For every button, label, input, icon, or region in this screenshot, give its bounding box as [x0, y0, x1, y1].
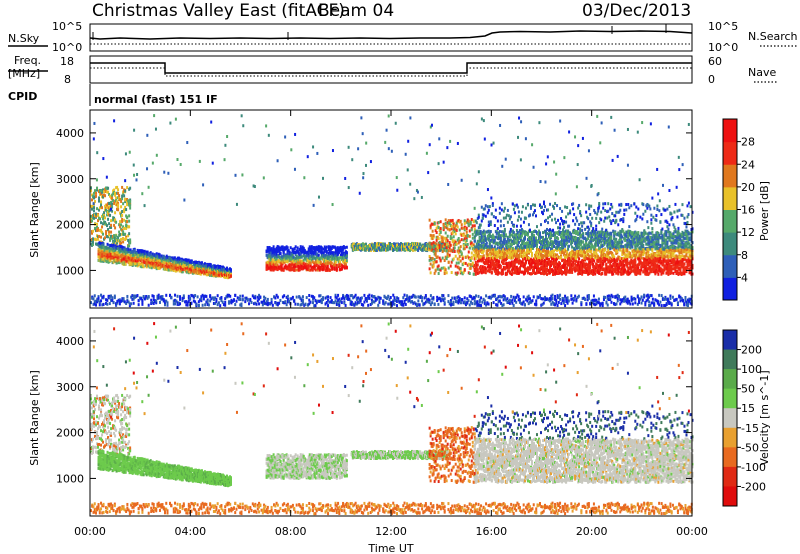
range-tick-label: 2000	[56, 219, 84, 232]
colorbar-tick-label: 8	[741, 249, 748, 262]
velocity-heatmap	[90, 322, 694, 516]
colorbar-tick-label: -200	[741, 480, 766, 493]
freq-panel	[89, 55, 693, 84]
range-tick-label: 4000	[56, 335, 84, 348]
noise-left-label: N.Sky	[8, 32, 40, 45]
power-panel: 1000 2000 3000 4000 Slant Range [km]	[28, 109, 694, 309]
power-colorbar: 4 8 12 16 20 24 28	[722, 118, 755, 301]
range-tick-label: 1000	[56, 472, 84, 485]
time-tick-label: 08:00	[275, 525, 307, 538]
colorbar-tick-label: 20	[741, 181, 755, 194]
colorbar-tick-label: 15	[741, 402, 755, 415]
velocity-ylabel: Slant Range [km]	[28, 370, 41, 466]
date-label: 03/Dec/2013	[582, 1, 691, 21]
nave-right-tick-high: 60	[708, 55, 722, 68]
colorbar-tick-label: 12	[741, 226, 755, 239]
freq-line	[90, 62, 692, 74]
velocity-colorbar-label: Velocity [m s^-1]	[758, 370, 771, 465]
time-tick-label: 16:00	[475, 525, 507, 538]
range-tick-label: 3000	[56, 381, 84, 394]
freq-left-tick-high: 18	[60, 55, 74, 68]
velocity-panel: 1000 2000 3000 4000 Slant Range [km]	[28, 317, 694, 517]
freq-left-tick-low: 8	[64, 73, 71, 86]
colorbar-tick-label: -100	[741, 461, 766, 474]
nave-line	[90, 67, 692, 77]
cpid-value: normal (fast) 151 IF	[94, 93, 218, 106]
colorbar-tick-label: 200	[741, 344, 762, 357]
nave-label: Nave	[748, 66, 776, 79]
noise-left-tick-low: 10^0	[52, 41, 82, 54]
noise-right-tick-high: 10^5	[708, 20, 738, 33]
colorbar-tick-label: 50	[741, 383, 755, 396]
cpid-label: CPID	[8, 90, 37, 103]
time-tick-label: 00:00	[74, 525, 106, 538]
nave-right-tick-low: 0	[708, 73, 715, 86]
noise-sky-line	[89, 30, 693, 40]
time-tick-label: 04:00	[174, 525, 206, 538]
radar-title: Christmas Valley East (fitACF)	[92, 1, 345, 21]
beam-label: Beam 04	[318, 1, 394, 21]
freq-label-line2: [MHz]	[8, 67, 40, 80]
time-axis-ticks: 00:00 04:00 08:00 12:00 16:00 20:00 00:00	[74, 110, 708, 538]
velocity-colorbar: 200 100 50 15 -15 -50 -100 -200	[722, 329, 766, 507]
power-heatmap	[90, 114, 694, 308]
colorbar-tick-label: 4	[741, 271, 748, 284]
range-tick-label: 2000	[56, 427, 84, 440]
noise-panel	[89, 23, 693, 52]
power-ylabel: Slant Range [km]	[28, 162, 41, 258]
colorbar-tick-label: -50	[741, 441, 759, 454]
colorbar-tick-label: -15	[741, 422, 759, 435]
time-tick-label: 12:00	[375, 525, 407, 538]
noise-right-tick-low: 10^0	[708, 41, 738, 54]
time-tick-label: 00:00	[676, 525, 708, 538]
freq-label-line1: Freq.	[14, 54, 41, 67]
range-tick-label: 1000	[56, 264, 84, 277]
power-colorbar-label: Power [dB]	[758, 181, 771, 241]
colorbar-tick-label: 16	[741, 204, 755, 217]
time-tick-label: 20:00	[576, 525, 608, 538]
colorbar-tick-label: 24	[741, 158, 755, 171]
colorbar-tick-label: 28	[741, 136, 755, 149]
noise-right-label: N.Search	[748, 30, 798, 43]
range-tick-label: 4000	[56, 127, 84, 140]
range-tick-label: 3000	[56, 173, 84, 186]
colorbar-tick-label: 100	[741, 363, 762, 376]
noise-left-tick-high: 10^5	[52, 20, 82, 33]
time-axis-label: Time UT	[367, 542, 413, 554]
